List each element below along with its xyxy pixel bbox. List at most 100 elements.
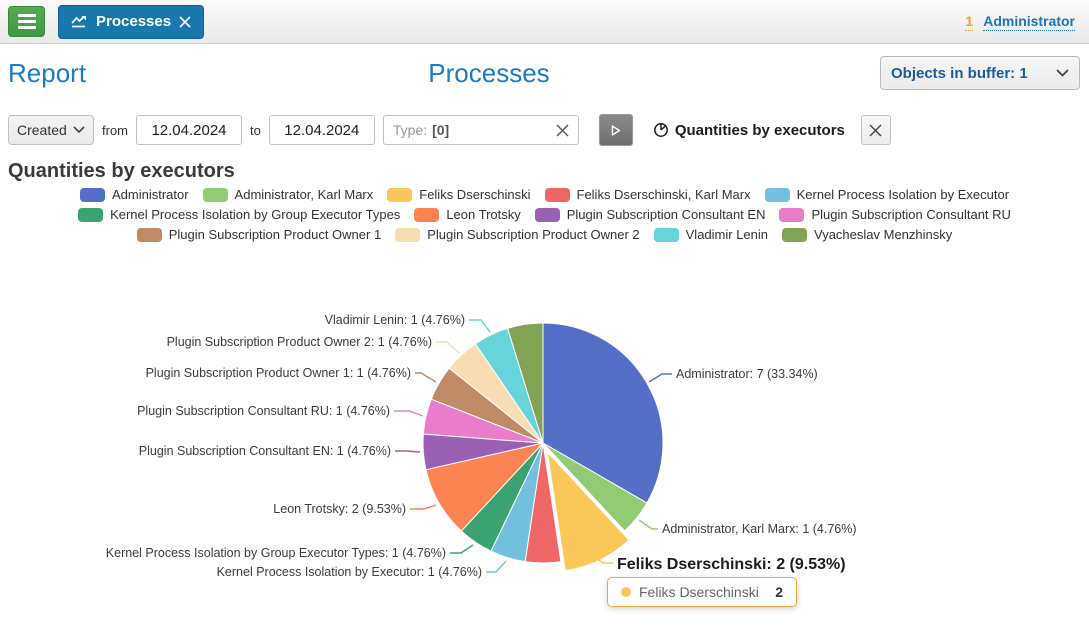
legend-item[interactable]: Administrator [79,187,189,202]
type-filter-field[interactable]: Type: [0] [382,115,579,145]
tooltip-value: 2 [775,584,783,600]
chevron-down-icon [1056,69,1069,77]
hamburger-icon [17,14,36,17]
label-leader-line [415,372,437,383]
pie-chart-icon [653,123,668,137]
date-field-select[interactable]: Created [8,115,94,145]
label-leader-line [469,319,491,333]
pie-label: Feliks Dserschinski: 2 (9.53%) [617,556,846,573]
pie-label: Plugin Subscription Product Owner 1: 1 (… [146,366,411,380]
legend-label: Administrator [111,187,189,202]
chart-tooltip: Feliks Dserschinski 2 [607,577,797,607]
tab-processes[interactable]: Processes [58,4,205,39]
legend-label: Vyacheslav Menzhinsky [814,227,953,242]
type-field-value: [0] [432,122,450,138]
legend-label: Leon Trotsky [446,207,521,222]
date-field-select-value: Created [17,122,67,138]
tooltip-label: Feliks Dserschinski [639,584,759,600]
pie-slice-0[interactable] [542,322,664,504]
legend-label: Plugin Subscription Consultant RU [811,207,1011,222]
label-leader-line [450,544,474,554]
legend-item[interactable]: Vladimir Lenin [653,227,769,242]
legend-item[interactable]: Plugin Subscription Product Owner 1 [136,227,382,242]
legend-item[interactable]: Plugin Subscription Product Owner 2 [395,227,640,242]
legend-item[interactable]: Feliks Dserschinski, Karl Marx [544,187,751,202]
pie-label: Plugin Subscription Consultant RU: 1 (4.… [137,404,390,418]
legend-item[interactable]: Administrator, Karl Marx [202,187,374,202]
close-icon [869,124,882,136]
pie-label: Plugin Subscription Product Owner 2: 1 (… [167,335,432,349]
date-from-input[interactable] [136,115,242,145]
page-title-processes: Processes [428,58,550,88]
tooltip-series-dot [621,587,631,597]
tab-close-icon[interactable] [179,15,191,28]
legend-swatch [544,187,570,202]
type-clear-icon[interactable] [556,124,569,137]
title-row: Report Processes Objects in buffer: 1 [0,52,1089,104]
legend-item[interactable]: Feliks Dserschinski [387,187,531,202]
legend-swatch [779,207,805,222]
legend-item[interactable]: Plugin Subscription Consultant RU [779,207,1011,222]
legend-label: Kernel Process Isolation by Group Execut… [110,207,401,222]
pie-chart: Administrator: 7 (33.34%) Administrator, … [106,313,857,579]
pie-label: Administrator: 7 (33.34%) [676,367,818,381]
legend-swatch [395,227,421,242]
pie-label: Vladimir Lenin: 1 (4.76%) [325,313,465,327]
objects-in-buffer-select[interactable]: Objects in buffer: 1 [880,56,1080,90]
run-report-button[interactable] [598,114,633,146]
label-leader-line [648,373,672,383]
legend-item[interactable]: Kernel Process Isolation by Executor [764,187,1010,202]
pie-chart-area: Administrator: 7 (33.34%) Administrator, … [0,246,1089,625]
legend-swatch [202,187,228,202]
pie-label: Kernel Process Isolation by Executor: 1 … [217,565,482,579]
user-area: 1 Administrator [965,13,1075,31]
pie-label: Plugin Subscription Consultant EN: 1 (4.… [139,444,391,458]
legend-swatch [764,187,790,202]
play-icon [612,124,621,136]
label-leader-line [638,519,658,530]
trend-chart-icon [71,15,86,28]
report-name-chip: Quantities by executors [653,122,845,139]
chart-title: Quantities by executors [8,160,235,182]
legend-item[interactable]: Vyacheslav Menzhinsky [782,227,952,242]
legend-label: Plugin Subscription Product Owner 1 [168,227,382,242]
legend-swatch [387,187,413,202]
close-report-button[interactable] [860,115,891,145]
label-leader-line [436,341,460,354]
label-leader-line [394,410,424,417]
label-leader-line [410,504,437,510]
hamburger-menu-button[interactable] [8,6,45,37]
from-label: from [102,122,128,138]
legend-swatch [136,227,162,242]
date-to-input[interactable] [268,115,375,145]
pie-slice-12[interactable] [507,322,544,444]
legend-swatch [782,227,808,242]
top-bar: Processes 1 Administrator [0,0,1089,44]
legend-label: Administrator, Karl Marx [234,187,374,202]
pie-slice-1[interactable] [542,442,648,532]
legend-label: Plugin Subscription Product Owner 2 [427,227,640,242]
legend-item[interactable]: Kernel Process Isolation by Group Execut… [78,207,400,222]
legend-item[interactable]: Leon Trotsky [414,207,521,222]
legend-label: Plugin Subscription Consultant EN [566,207,766,222]
buffer-select-value: Objects in buffer: 1 [891,64,1028,82]
pie-label: Administrator, Karl Marx: 1 (4.76%) [662,522,857,536]
tab-label: Processes [96,13,172,30]
legend-swatch [534,207,560,222]
legend-label: Feliks Dserschinski [419,187,531,202]
legend-swatch [653,227,679,242]
filter-row: Created from to Type: [0] Quantities by … [0,114,1089,146]
label-leader-line [590,554,613,564]
legend-item[interactable]: Plugin Subscription Consultant EN [534,207,766,222]
report-name-label: Quantities by executors [674,121,845,139]
to-label: to [250,122,261,138]
legend-swatch [79,187,105,202]
pie-label: Leon Trotsky: 2 (9.53%) [273,502,406,516]
current-user-link[interactable]: Administrator [983,12,1075,31]
legend-label: Kernel Process Isolation by Executor [796,187,1010,202]
type-field-prefix: Type: [392,122,428,138]
notification-count[interactable]: 1 [965,12,974,31]
chart-legend: Administrator Administrator, Karl Marx Fel… [0,187,1089,242]
page-title-report: Report [8,58,87,88]
legend-label: Vladimir Lenin [685,227,769,242]
